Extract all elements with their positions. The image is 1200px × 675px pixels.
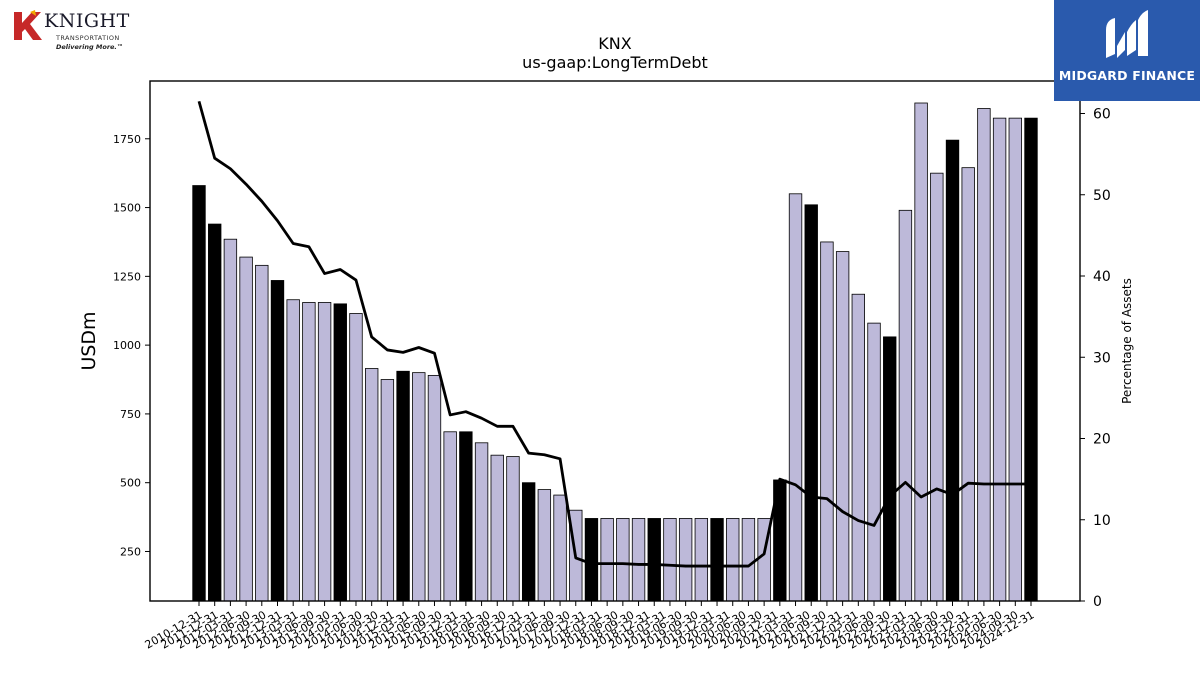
- bar: [396, 370, 410, 602]
- bar: [223, 238, 238, 602]
- y-tick-label: 1750: [113, 133, 141, 146]
- bar: [443, 431, 457, 602]
- knight-logo-tagline: Delivering More.™: [56, 43, 124, 51]
- x-axis: 2010-12-312011-12-312012-03-312012-06-30…: [143, 601, 1037, 652]
- bar: [192, 185, 206, 602]
- y-tick-label: 250: [120, 545, 141, 558]
- bar: [239, 256, 253, 602]
- percentage-line: [197, 100, 1031, 568]
- bar: [506, 456, 520, 602]
- bar: [1008, 117, 1022, 602]
- knight-logo-sub: TRANSPORTATION: [56, 34, 120, 42]
- bar: [553, 494, 567, 602]
- bar: [961, 167, 975, 602]
- bar: [349, 313, 363, 602]
- y2-tick-label: 60: [1093, 107, 1111, 123]
- y2-axis-label: Percentage of Assets: [1120, 278, 1134, 404]
- bar: [835, 251, 850, 602]
- bar: [898, 209, 913, 602]
- bar: [631, 518, 646, 602]
- bar: [380, 379, 395, 602]
- bar: [286, 299, 300, 602]
- bar: [427, 374, 442, 602]
- bar: [333, 303, 347, 602]
- chart-title: KNX: [598, 34, 631, 53]
- midgard-m-icon: [1106, 10, 1148, 58]
- y-axis-label: USDm: [78, 311, 100, 370]
- midgard-finance-logo: MIDGARD FINANCE: [1054, 0, 1200, 101]
- y2-tick-label: 20: [1093, 432, 1111, 448]
- bar: [616, 518, 630, 602]
- y-tick-label: 1500: [113, 202, 141, 215]
- y-tick-label: 500: [120, 477, 141, 490]
- bar: [412, 372, 426, 602]
- bar: [600, 518, 614, 602]
- knight-k-icon: [14, 10, 42, 40]
- bar: [474, 442, 489, 602]
- bar: [537, 489, 552, 602]
- bar: [867, 322, 881, 602]
- bar: [584, 518, 599, 602]
- bar: [788, 193, 803, 602]
- bar: [208, 223, 222, 602]
- chart-subtitle: us-gaap:LongTermDebt: [522, 53, 708, 72]
- y-tick-label: 1000: [113, 339, 141, 352]
- bar: [977, 108, 991, 602]
- y2-tick-label: 30: [1093, 350, 1111, 366]
- bar: [726, 518, 740, 602]
- y2-tick-label: 50: [1093, 188, 1111, 204]
- bar: [883, 336, 897, 602]
- bar: [317, 302, 332, 602]
- midgard-logo-name: MIDGARD FINANCE: [1058, 68, 1196, 83]
- bar: [820, 241, 834, 602]
- bar: [270, 280, 285, 602]
- bar: [490, 454, 504, 602]
- bar: [945, 139, 960, 602]
- bar: [710, 518, 724, 602]
- bar: [255, 264, 269, 602]
- knight-transportation-logo: KNIGHT TRANSPORTATION Delivering More.™: [12, 8, 130, 54]
- bar: [804, 204, 818, 602]
- y-tick-label: 1250: [113, 270, 141, 283]
- bar: [914, 102, 928, 602]
- bar: [302, 302, 316, 602]
- y2-tick-label: 0: [1093, 594, 1102, 610]
- bar: [992, 117, 1007, 602]
- y-axis-right: 0 10 20 30 40 50 60: [1080, 107, 1111, 610]
- bar: [851, 293, 865, 602]
- bar: [930, 172, 944, 602]
- y2-tick-label: 40: [1093, 269, 1111, 285]
- knight-logo-name: KNIGHT: [44, 10, 130, 32]
- bar: [364, 368, 379, 602]
- bar: [694, 518, 709, 602]
- plot-frame: [149, 80, 1081, 602]
- bar: [521, 482, 536, 602]
- y-axis-left: 250 500 750 1000 1250 1500 1750: [113, 133, 150, 558]
- bar: [678, 518, 693, 602]
- bar: [663, 518, 677, 602]
- bar-series: [192, 102, 1038, 602]
- bar: [647, 518, 661, 602]
- bar: [459, 431, 473, 602]
- bar: [741, 518, 756, 602]
- percentage-line-series: [197, 100, 1031, 568]
- y-tick-label: 750: [120, 408, 141, 421]
- bar: [1024, 117, 1038, 602]
- y2-tick-label: 10: [1093, 513, 1111, 529]
